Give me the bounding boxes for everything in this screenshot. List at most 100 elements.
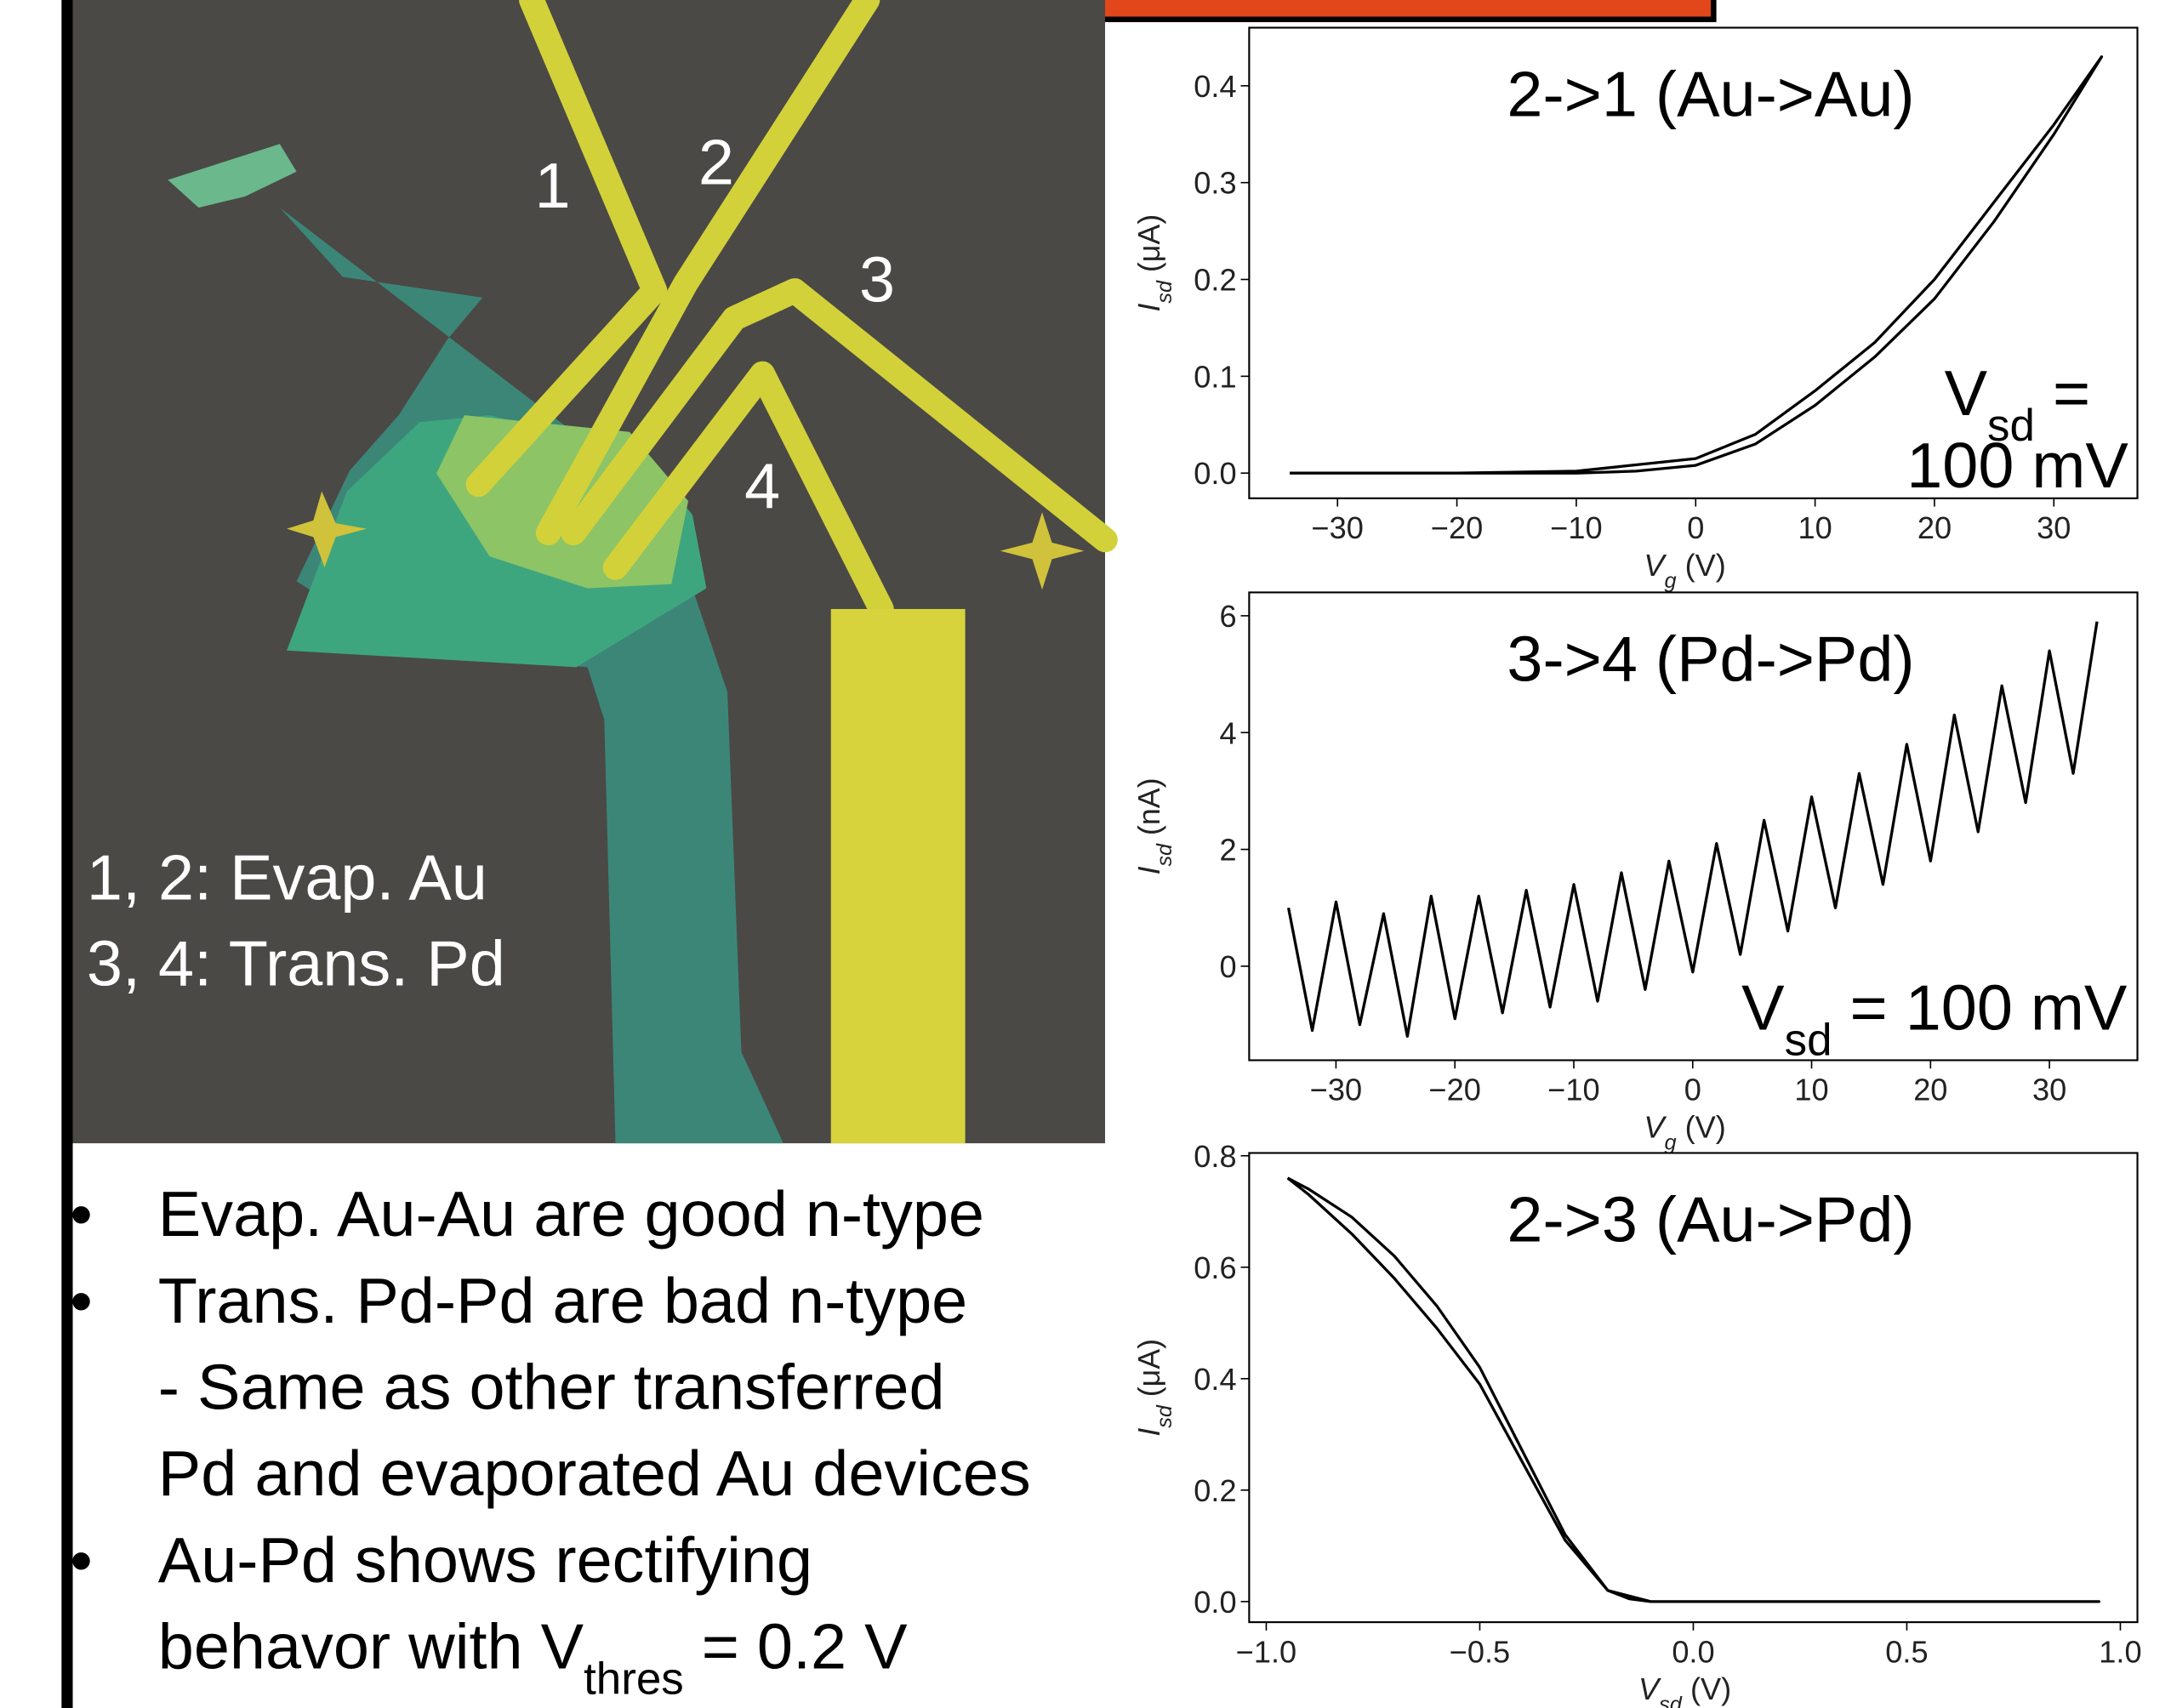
y-axis-label-part: I: [1131, 866, 1166, 874]
bullet-text-part: Au-Pd shows rectifying: [158, 1524, 812, 1596]
annotation: Vsd = 100 mV: [1741, 972, 2127, 1065]
plot-frame: [1248, 26, 2139, 499]
annotation-part: = 100 mV: [1832, 972, 2128, 1044]
x-axis-label-part: (V): [1677, 1110, 1726, 1145]
image-legend: 3, 4: Trans. Pd: [87, 928, 505, 999]
data-line: [1286, 621, 2099, 1038]
bullet-marker: •: [70, 1524, 92, 1596]
y-axis-label: Isd (μA): [1131, 1339, 1177, 1437]
annotations: 1 2 3 4 1, 2: Evap. Au 3, 4: Trans. Pd • Evap. …: [70, 127, 1031, 1704]
bullet-text: behavor with Vthres = 0.2 V: [158, 1611, 908, 1704]
y-axis-label: Isd (nA): [1131, 777, 1177, 874]
bullet-text-part: = 0.2 V: [684, 1611, 908, 1682]
annotation-part: =: [2035, 358, 2090, 430]
lead: [602, 361, 894, 622]
flake: [168, 144, 297, 208]
bullet-text-part: - Same as other transferred: [158, 1352, 945, 1423]
y-tick-label: 0.8: [1194, 1139, 1236, 1174]
y-tick-label: 2: [1219, 833, 1236, 868]
x-tick-label: 0.5: [1885, 1634, 1928, 1669]
left-bar: [61, 0, 73, 1708]
chart: −1.0 −0.5 0.0 0.5 1.0 0.0 0.2 0.4 0.6 0.8 Vsd (V) I…: [1131, 1139, 2142, 1708]
lead-label: 2: [698, 127, 734, 198]
x-axis-label-part: (V): [1677, 548, 1726, 583]
marker: [1000, 512, 1085, 590]
x-tick-label: 10: [1794, 1073, 1828, 1107]
x-tick-label: −30: [1310, 1073, 1362, 1107]
y-axis-label-part: sd: [1153, 843, 1177, 866]
x-tick-label: −10: [1550, 510, 1602, 545]
bullet-text-part: thres: [584, 1654, 684, 1704]
lead-label: 1: [534, 150, 570, 221]
annotation: Vsd =: [1945, 358, 2091, 451]
x-tick-label: 0.0: [1672, 1634, 1714, 1669]
bullet-text: Au-Pd shows rectifying: [158, 1524, 812, 1596]
annotation-part: sd: [1785, 1015, 1832, 1065]
y-tick-label: 4: [1219, 715, 1236, 750]
y-tick-label: 0.0: [1194, 1585, 1236, 1620]
bullet-marker: •: [70, 1265, 92, 1336]
lead: [535, 0, 880, 546]
x-tick-label: 1.0: [2099, 1634, 2141, 1669]
x-axis-label-part: V: [1644, 548, 1667, 583]
y-axis-label-part: sd: [1153, 1404, 1177, 1427]
lead-label: 4: [744, 451, 780, 522]
x-axis-label: Vsd (V): [1638, 1671, 1731, 1708]
bullet-text-part: Trans. Pd-Pd are bad n-type: [158, 1265, 967, 1336]
y-axis-label-part: I: [1131, 304, 1166, 312]
chart: −30 −20 −10 0 10 20 30 0.0 0.1 0.2 0.3 0.4 Vg (V) Isd…: [1131, 26, 2139, 593]
annotation-part: V: [1945, 358, 1987, 430]
bullet-text: - Same as other transferred: [158, 1352, 945, 1423]
bullet-marker: •: [70, 1178, 92, 1250]
lead-label: 3: [859, 244, 895, 316]
x-tick-label: 10: [1798, 510, 1832, 545]
y-tick-label: 0.6: [1194, 1250, 1236, 1285]
chart-title: 2->3 (Au->Pd): [1507, 1184, 1914, 1255]
y-tick-label: 0.4: [1194, 1362, 1236, 1397]
x-axis-label-part: (V): [1682, 1671, 1731, 1706]
data-line: [1290, 55, 2104, 475]
bullet-text: Evap. Au-Au are good n-type: [158, 1178, 984, 1250]
y-axis-label-part: sd: [1153, 280, 1177, 303]
y-axis-label: Isd (μA): [1131, 214, 1177, 312]
x-tick-label: 30: [2032, 1073, 2066, 1107]
bullet-text-part: Pd and evaporated Au devices: [158, 1438, 1031, 1510]
marker: [287, 491, 367, 568]
x-tick-label: −0.5: [1450, 1634, 1510, 1669]
x-tick-label: −20: [1429, 1073, 1481, 1107]
x-axis-label: Vg (V): [1644, 548, 1725, 593]
bullet-text-part: behavor with V: [158, 1611, 584, 1682]
y-axis-label-part: I: [1131, 1428, 1166, 1437]
x-tick-label: −10: [1547, 1073, 1599, 1107]
x-axis-label-part: g: [1664, 1131, 1676, 1155]
lead: [561, 278, 1118, 553]
x-tick-label: −1.0: [1236, 1634, 1296, 1669]
y-tick-label: 0.1: [1194, 360, 1236, 395]
y-tick-label: 0.0: [1194, 456, 1236, 491]
x-tick-label: 0: [1684, 1073, 1701, 1107]
x-axis-label-part: V: [1638, 1671, 1661, 1706]
x-axis-label-part: g: [1664, 569, 1676, 593]
x-tick-label: −20: [1431, 510, 1483, 545]
x-axis-label-part: sd: [1659, 1693, 1683, 1708]
x-tick-label: 30: [2037, 510, 2071, 545]
x-tick-label: 20: [1917, 510, 1952, 545]
annotation: 100 mV: [1906, 430, 2128, 501]
micrograph: [72, 0, 1118, 1144]
y-axis-label-part: (nA): [1131, 777, 1166, 844]
bullet-text: Trans. Pd-Pd are bad n-type: [158, 1265, 967, 1336]
bullet-text: Pd and evaporated Au devices: [158, 1438, 1031, 1510]
y-axis-label-part: (μA): [1131, 1339, 1166, 1405]
y-tick-label: 6: [1219, 599, 1236, 634]
y-tick-label: 0.3: [1194, 166, 1236, 201]
x-tick-label: 0: [1687, 510, 1704, 545]
annotation-part: V: [1741, 972, 1784, 1044]
annotation-part: 100 mV: [1906, 430, 2128, 501]
x-tick-label: 20: [1913, 1073, 1947, 1107]
x-tick-label: −30: [1312, 510, 1364, 545]
x-axis-label-part: V: [1644, 1110, 1667, 1145]
annotation-part: sd: [1987, 401, 2035, 451]
bullet-text-part: Evap. Au-Au are good n-type: [158, 1178, 984, 1250]
y-tick-label: 0.4: [1194, 69, 1236, 104]
y-tick-label: 0: [1219, 949, 1236, 984]
